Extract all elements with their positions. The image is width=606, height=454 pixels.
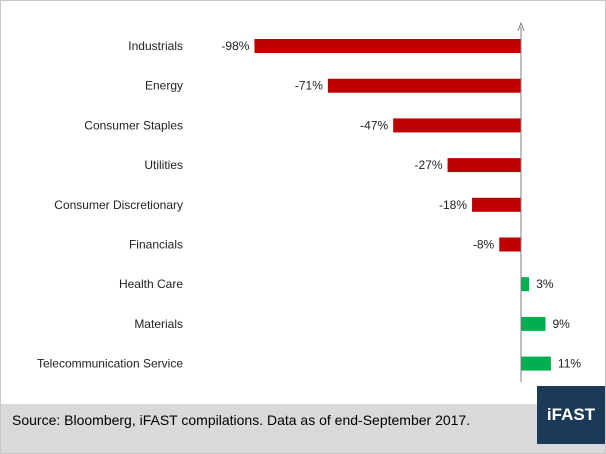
category-label: Industrials <box>128 39 183 53</box>
bar <box>447 158 521 173</box>
data-label: 11% <box>558 357 581 371</box>
axis-arrowhead <box>517 21 525 32</box>
category-label: Energy <box>145 79 183 93</box>
category-label: Consumer Discretionary <box>54 198 183 212</box>
data-label: 3% <box>536 277 554 291</box>
logo-label: iFAST <box>546 405 596 424</box>
source-note: Source: Bloomberg, iFAST compilations. D… <box>12 412 471 428</box>
bar <box>521 356 551 371</box>
data-label: -27% <box>415 158 443 172</box>
ifast-logo: iFAST <box>537 386 605 444</box>
data-label: -71% <box>295 79 323 93</box>
data-label: 9% <box>552 317 570 331</box>
data-label: -18% <box>439 198 467 212</box>
category-label: Health Care <box>119 277 183 291</box>
bar <box>499 237 521 252</box>
data-label: -98% <box>221 39 249 53</box>
bar <box>393 118 521 133</box>
bar <box>472 197 521 212</box>
bar <box>254 39 521 53</box>
bar <box>327 78 521 93</box>
category-label: Utilities <box>144 158 183 172</box>
source-footer: Source: Bloomberg, iFAST compilations. D… <box>1 386 605 453</box>
category-label: Telecommunication Service <box>37 357 183 371</box>
bar <box>521 277 530 292</box>
bar <box>521 316 546 331</box>
category-label: Financials <box>129 238 183 252</box>
bar-chart: Industrials -98% Energy -71% Consumer Staple… <box>37 21 581 382</box>
data-label: -8% <box>473 238 495 252</box>
data-label: -47% <box>360 118 388 132</box>
category-label: Consumer Staples <box>84 118 183 132</box>
category-label: Materials <box>134 317 183 331</box>
